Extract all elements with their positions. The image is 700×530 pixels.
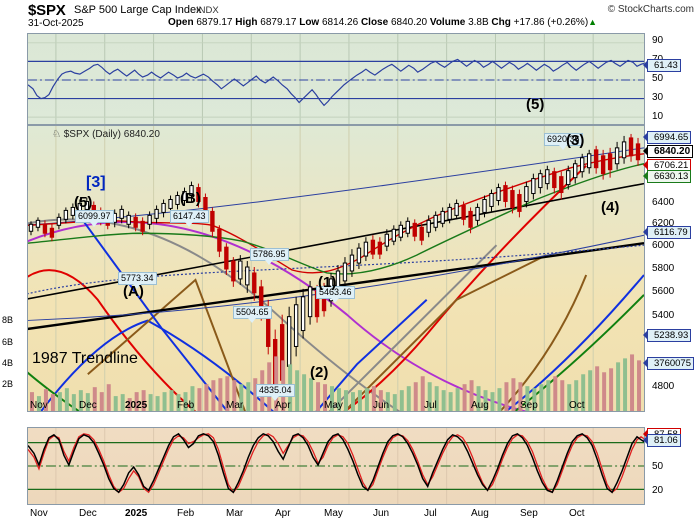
xaxis2-nov: Nov bbox=[30, 508, 48, 519]
wave-label-5-left: (5) bbox=[74, 194, 93, 211]
price-plot bbox=[28, 126, 644, 411]
xaxis2-jul: Jul bbox=[424, 508, 437, 519]
low-label: Low bbox=[299, 17, 320, 28]
wave-label-bracket3: [3] bbox=[86, 174, 106, 191]
price-tick-6400: 6400 bbox=[652, 197, 675, 208]
wave-label-2: (2) bbox=[310, 364, 329, 381]
stochastic-plot bbox=[28, 428, 644, 504]
ohlc-bar: Open 6879.17 High 6879.17 Low 6814.26 Cl… bbox=[168, 17, 597, 28]
price-tick-5800: 5800 bbox=[652, 263, 675, 274]
chg-value: +17.86 (+0.26%) bbox=[513, 17, 589, 28]
xaxis-mar: Mar bbox=[226, 400, 244, 411]
pivot-tag-5773: 5773.34 bbox=[118, 272, 157, 289]
price-flag-5238: 5238.93 bbox=[642, 329, 692, 342]
xaxis2-apr: Apr bbox=[275, 508, 291, 519]
price-tick-5600: 5600 bbox=[652, 286, 675, 297]
pivot-tag-5463: 5463.46 bbox=[316, 286, 355, 303]
stoch-tick-50: 50 bbox=[652, 461, 664, 472]
xaxis2-aug: Aug bbox=[471, 508, 489, 519]
price-tick-4800: 4800 bbox=[652, 381, 675, 392]
volume-tick-8b: 8B bbox=[2, 315, 14, 325]
xaxis-jun: Jun bbox=[373, 400, 390, 411]
pivot-tag-6099: 6099.97 bbox=[75, 210, 114, 227]
xaxis-may: May bbox=[324, 400, 343, 411]
rsi-tick-30: 30 bbox=[652, 92, 664, 103]
wave-label-B: (B) bbox=[180, 190, 201, 207]
price-flag-6994: 6994.65 bbox=[642, 131, 692, 144]
volume-tick-6b: 6B bbox=[2, 337, 14, 347]
price-flag-close: 6840.20 bbox=[642, 145, 694, 158]
rsi-wave-label: (5) bbox=[526, 96, 545, 113]
volume-flag: 3760075 bbox=[643, 357, 694, 370]
rsi-plot bbox=[28, 34, 644, 124]
rsi-tick-90: 90 bbox=[652, 35, 664, 46]
wave-label-1: (1) bbox=[318, 274, 337, 291]
open-value: 6879.17 bbox=[196, 17, 233, 28]
pivot-tag-5504: 5504.65 bbox=[233, 306, 272, 323]
price-series-legend: ♘ $SPX (Daily) 6840.20 bbox=[52, 129, 160, 140]
chg-label: Chg bbox=[491, 17, 511, 28]
candle-icon: ♘ bbox=[52, 129, 61, 140]
exchange-label: INDX bbox=[196, 5, 219, 16]
price-flag-6116: 6116.79 bbox=[643, 226, 691, 239]
rsi-value-flag: 61.43 bbox=[643, 59, 681, 72]
pivot-tag-6147: 6147.43 bbox=[170, 210, 209, 227]
rsi-panel: (5) bbox=[27, 33, 645, 125]
high-value: 6879.17 bbox=[260, 17, 297, 28]
open-label: Open bbox=[168, 17, 194, 28]
xaxis2-dec: Dec bbox=[79, 508, 97, 519]
wave-label-A: (A) bbox=[123, 283, 144, 300]
xaxis2-2025: 2025 bbox=[125, 508, 148, 519]
xaxis2-may: May bbox=[324, 508, 343, 519]
change-up-arrow-icon: ▲ bbox=[588, 17, 598, 27]
close-value: 6840.20 bbox=[390, 17, 428, 28]
stochastic-panel bbox=[27, 427, 645, 505]
low-value: 6814.26 bbox=[322, 17, 359, 28]
price-tick-6000: 6000 bbox=[652, 240, 675, 251]
symbol-ticker: $SPX bbox=[28, 2, 66, 19]
high-label: High bbox=[235, 17, 258, 28]
price-flag-6630: 6630.13 bbox=[642, 170, 692, 183]
rsi-tick-10: 10 bbox=[652, 111, 664, 122]
pivot-tag-4835: 4835.04 bbox=[256, 384, 295, 401]
wave-label-3: (3) bbox=[566, 132, 585, 149]
xaxis-feb: Feb bbox=[177, 400, 195, 411]
price-tick-6200: 6200 bbox=[652, 218, 675, 229]
close-label: Close bbox=[360, 17, 389, 28]
xaxis-jul: Jul bbox=[424, 400, 437, 411]
quote-date: 31-Oct-2025 bbox=[28, 18, 84, 29]
volume-tick-4b: 4B bbox=[2, 358, 14, 368]
xaxis-oct: Oct bbox=[569, 400, 585, 411]
xaxis2-feb: Feb bbox=[177, 508, 195, 519]
wave-label-4: (4) bbox=[601, 199, 620, 216]
xaxis2-oct: Oct bbox=[569, 508, 585, 519]
xaxis-apr: Apr bbox=[275, 400, 291, 411]
xaxis2-mar: Mar bbox=[226, 508, 244, 519]
volume-value: 3.8B bbox=[468, 17, 489, 28]
xaxis-2025: 2025 bbox=[125, 400, 148, 411]
volume-tick-2b: 2B bbox=[2, 379, 14, 389]
rsi-tick-50: 50 bbox=[652, 73, 664, 84]
volume-label: Volume bbox=[429, 17, 466, 28]
price-panel: ♘ $SPX (Daily) 6840.20 6099.97 6147.43 5… bbox=[27, 125, 645, 412]
price-legend-text: $SPX (Daily) 6840.20 bbox=[63, 129, 160, 140]
xaxis-sep: Sep bbox=[520, 400, 538, 411]
xaxis-dec: Dec bbox=[79, 400, 97, 411]
chart-header: $SPX S&P 500 Large Cap Index INDX © Stoc… bbox=[0, 0, 700, 33]
xaxis2-sep: Sep bbox=[520, 508, 538, 519]
pivot-tag-6920: 6920.36 bbox=[544, 133, 583, 150]
xaxis-aug: Aug bbox=[471, 400, 489, 411]
xaxis2-jun: Jun bbox=[373, 508, 390, 519]
trendline-note: 1987 Trendline bbox=[32, 350, 138, 367]
pivot-tag-5786: 5786.95 bbox=[250, 248, 289, 265]
stoch-tick-20: 20 bbox=[652, 485, 664, 496]
price-tick-5400: 5400 bbox=[652, 310, 675, 321]
symbol-name: S&P 500 Large Cap Index bbox=[74, 4, 202, 16]
source-watermark: © StockCharts.com bbox=[607, 4, 694, 15]
stoch-value-flag: 81.06 bbox=[643, 434, 681, 447]
xaxis-nov: Nov bbox=[30, 400, 48, 411]
